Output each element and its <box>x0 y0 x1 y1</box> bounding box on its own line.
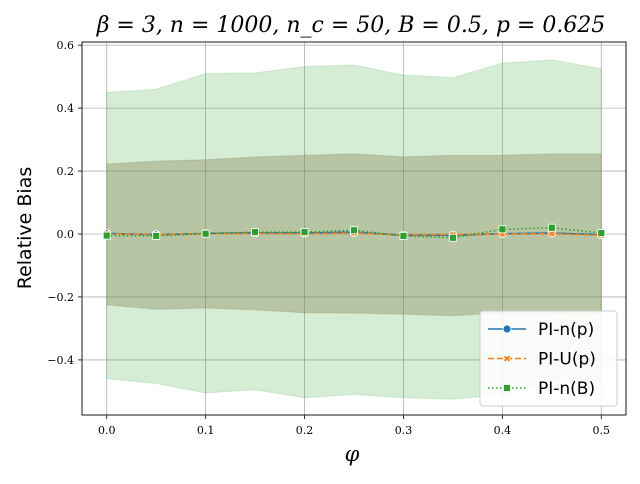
plot-area: 0.0 0.1 0.2 0.3 0.4 0.5 −0.4 −0.2 0.0 0.2 0.4 0.6 <box>47 39 627 437</box>
y-tick-label: −0.4 <box>47 354 74 367</box>
y-tick-label: 0.4 <box>57 102 75 115</box>
data-point <box>449 233 457 242</box>
x-axis-label: φ <box>345 442 360 466</box>
legend-marker-2 <box>503 354 511 363</box>
x-tick-label: 0.4 <box>494 424 512 437</box>
data-point <box>350 226 358 235</box>
data-point <box>597 229 606 237</box>
y-tick-label: 0.6 <box>57 39 75 52</box>
series-layer <box>102 59 606 400</box>
data-point <box>201 229 210 238</box>
series-line-3 <box>106 226 602 239</box>
legend-marker-3 <box>503 384 511 392</box>
legend-label-3: PI-n(B) <box>538 379 595 399</box>
data-point <box>251 228 259 237</box>
legend-label-2: PI-U(p) <box>538 350 596 370</box>
legend-label-1: PI-n(p) <box>538 320 594 340</box>
y-axis-label: Relative Bias <box>14 167 36 290</box>
data-point <box>547 223 556 232</box>
chart-title: β = 3, n = 1000, n_c = 50, B = 0.5, p = … <box>96 13 606 38</box>
y-tick-label: 0.0 <box>57 228 75 241</box>
data-point <box>300 228 309 237</box>
data-point <box>152 231 161 240</box>
x-tick-label: 0.1 <box>197 424 215 437</box>
data-point <box>102 231 111 240</box>
legend-marker-1 <box>502 324 512 334</box>
x-tick-label: 0.5 <box>593 424 611 437</box>
data-point <box>399 231 408 240</box>
x-tick-label: 0.0 <box>98 424 116 437</box>
y-tick-label: 0.2 <box>57 165 75 178</box>
legend-box <box>479 310 618 407</box>
y-tick-label: −0.2 <box>47 291 74 304</box>
plot-frame <box>81 41 627 416</box>
legend: PI-n(p) PI-U(p) PI-n(B) <box>479 310 618 407</box>
x-tick-label: 0.3 <box>395 424 413 437</box>
data-point <box>498 225 507 234</box>
data-point <box>547 229 556 238</box>
x-tick-label: 0.2 <box>296 424 314 437</box>
